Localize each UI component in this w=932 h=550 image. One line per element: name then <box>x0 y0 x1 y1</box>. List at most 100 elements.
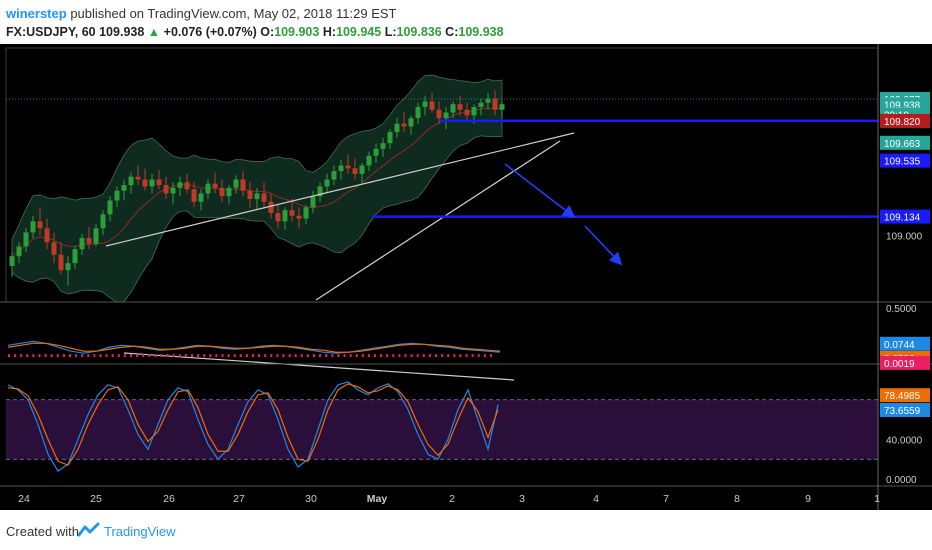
price-label: 109.938 <box>884 100 921 111</box>
histogram-bar <box>14 354 17 358</box>
high-label: H: <box>322 25 337 39</box>
candle-body <box>303 207 309 219</box>
candle-body <box>170 187 176 194</box>
candle-body <box>345 165 351 169</box>
histogram-bar <box>300 354 303 358</box>
histogram-bar <box>99 354 102 358</box>
histogram-bar <box>105 354 108 358</box>
candle <box>156 169 162 190</box>
last-price: 109.938 <box>99 25 145 39</box>
ohlc-line: FX:USDJPY, 60 109.938 ▲ +0.076 (+0.07%) … <box>6 25 504 39</box>
histogram-bar <box>130 354 132 358</box>
footer: Created with TradingView <box>0 510 932 550</box>
candle-body <box>23 232 29 247</box>
trading-chart[interactable]: 109.000109.977109.93830:19109.820109.663… <box>0 44 932 510</box>
oscillator-panel[interactable] <box>7 340 501 358</box>
stochastic-label-box <box>880 403 930 418</box>
histogram-bar <box>331 354 334 358</box>
candle <box>380 137 386 158</box>
candle <box>58 242 64 275</box>
time-tick-label: 3 <box>519 493 525 505</box>
stochastic-line <box>7 383 499 466</box>
candle <box>72 246 78 269</box>
candle-body <box>373 148 379 156</box>
time-tick-label: 2 <box>449 493 455 505</box>
time-tick-label: 30 <box>305 493 317 505</box>
high-value: 109.945 <box>336 25 382 39</box>
low-value: 109.836 <box>396 25 442 39</box>
candle-body <box>219 187 225 197</box>
histogram-bar <box>367 354 370 358</box>
candle-body <box>408 118 414 127</box>
histogram-bar <box>276 354 279 358</box>
candle <box>79 233 85 255</box>
time-tick-label: 27 <box>233 493 245 505</box>
candle-body <box>79 238 85 250</box>
price-label-box <box>880 113 930 128</box>
candle-body <box>352 168 358 174</box>
candle-body <box>226 187 232 197</box>
candle <box>422 95 428 116</box>
price-label-box <box>880 153 930 168</box>
time-tick-label: 4 <box>593 493 599 505</box>
tradingview-link[interactable]: TradingView <box>104 524 176 539</box>
candle <box>135 165 141 186</box>
candle-body <box>37 221 43 229</box>
candle-body <box>471 106 477 116</box>
candle-body <box>443 112 449 119</box>
candle <box>275 204 281 229</box>
candle <box>177 176 183 197</box>
candle <box>436 101 442 124</box>
histogram-bar <box>319 354 322 358</box>
stochastic-tick-label: 40.0000 <box>886 435 923 446</box>
candle <box>198 189 204 211</box>
candle <box>485 93 491 110</box>
candle <box>478 98 484 116</box>
histogram-bar <box>343 354 346 358</box>
histogram-bar <box>361 354 364 358</box>
candle <box>408 115 414 135</box>
histogram-bar <box>8 354 10 358</box>
candle-body <box>184 182 190 190</box>
candle <box>128 172 134 194</box>
candle-body <box>394 123 400 133</box>
candle <box>16 242 22 264</box>
histogram-bar <box>38 354 41 358</box>
price-tick-label: 109.000 <box>886 231 923 242</box>
candle-body <box>212 183 218 188</box>
price-label: 109.663 <box>884 139 921 150</box>
histogram-bar <box>81 354 84 358</box>
candle-body <box>254 193 260 200</box>
stochastic-panel[interactable] <box>6 381 878 472</box>
candle <box>296 207 302 229</box>
histogram-bar <box>428 354 431 358</box>
candle-body <box>142 179 148 187</box>
time-tick-label: 24 <box>18 493 30 505</box>
stochastic-line <box>7 381 499 472</box>
author-link[interactable]: winerstep <box>6 6 67 21</box>
candle <box>65 256 71 286</box>
candle <box>464 102 470 121</box>
candle <box>415 102 421 124</box>
histogram-bar <box>447 354 450 358</box>
time-tick-label: May <box>367 493 388 505</box>
time-tick-label: 9 <box>805 493 811 505</box>
candle <box>44 218 50 250</box>
price-panel[interactable] <box>5 47 879 381</box>
candle <box>429 93 435 113</box>
symbol-label[interactable]: FX:USDJPY, 60 <box>6 25 96 39</box>
candle-body <box>156 179 162 186</box>
candle <box>205 179 211 200</box>
histogram-bar <box>489 354 492 358</box>
candle-body <box>499 104 505 110</box>
histogram-bar <box>111 354 114 358</box>
candle-body <box>72 249 78 264</box>
histogram-bar <box>264 354 267 358</box>
candle-body <box>331 171 337 180</box>
candle <box>37 207 43 236</box>
candle-body <box>282 210 288 222</box>
oscillator-trendline <box>123 352 515 381</box>
candle <box>366 151 372 172</box>
candle <box>457 95 463 116</box>
candle <box>9 251 15 278</box>
